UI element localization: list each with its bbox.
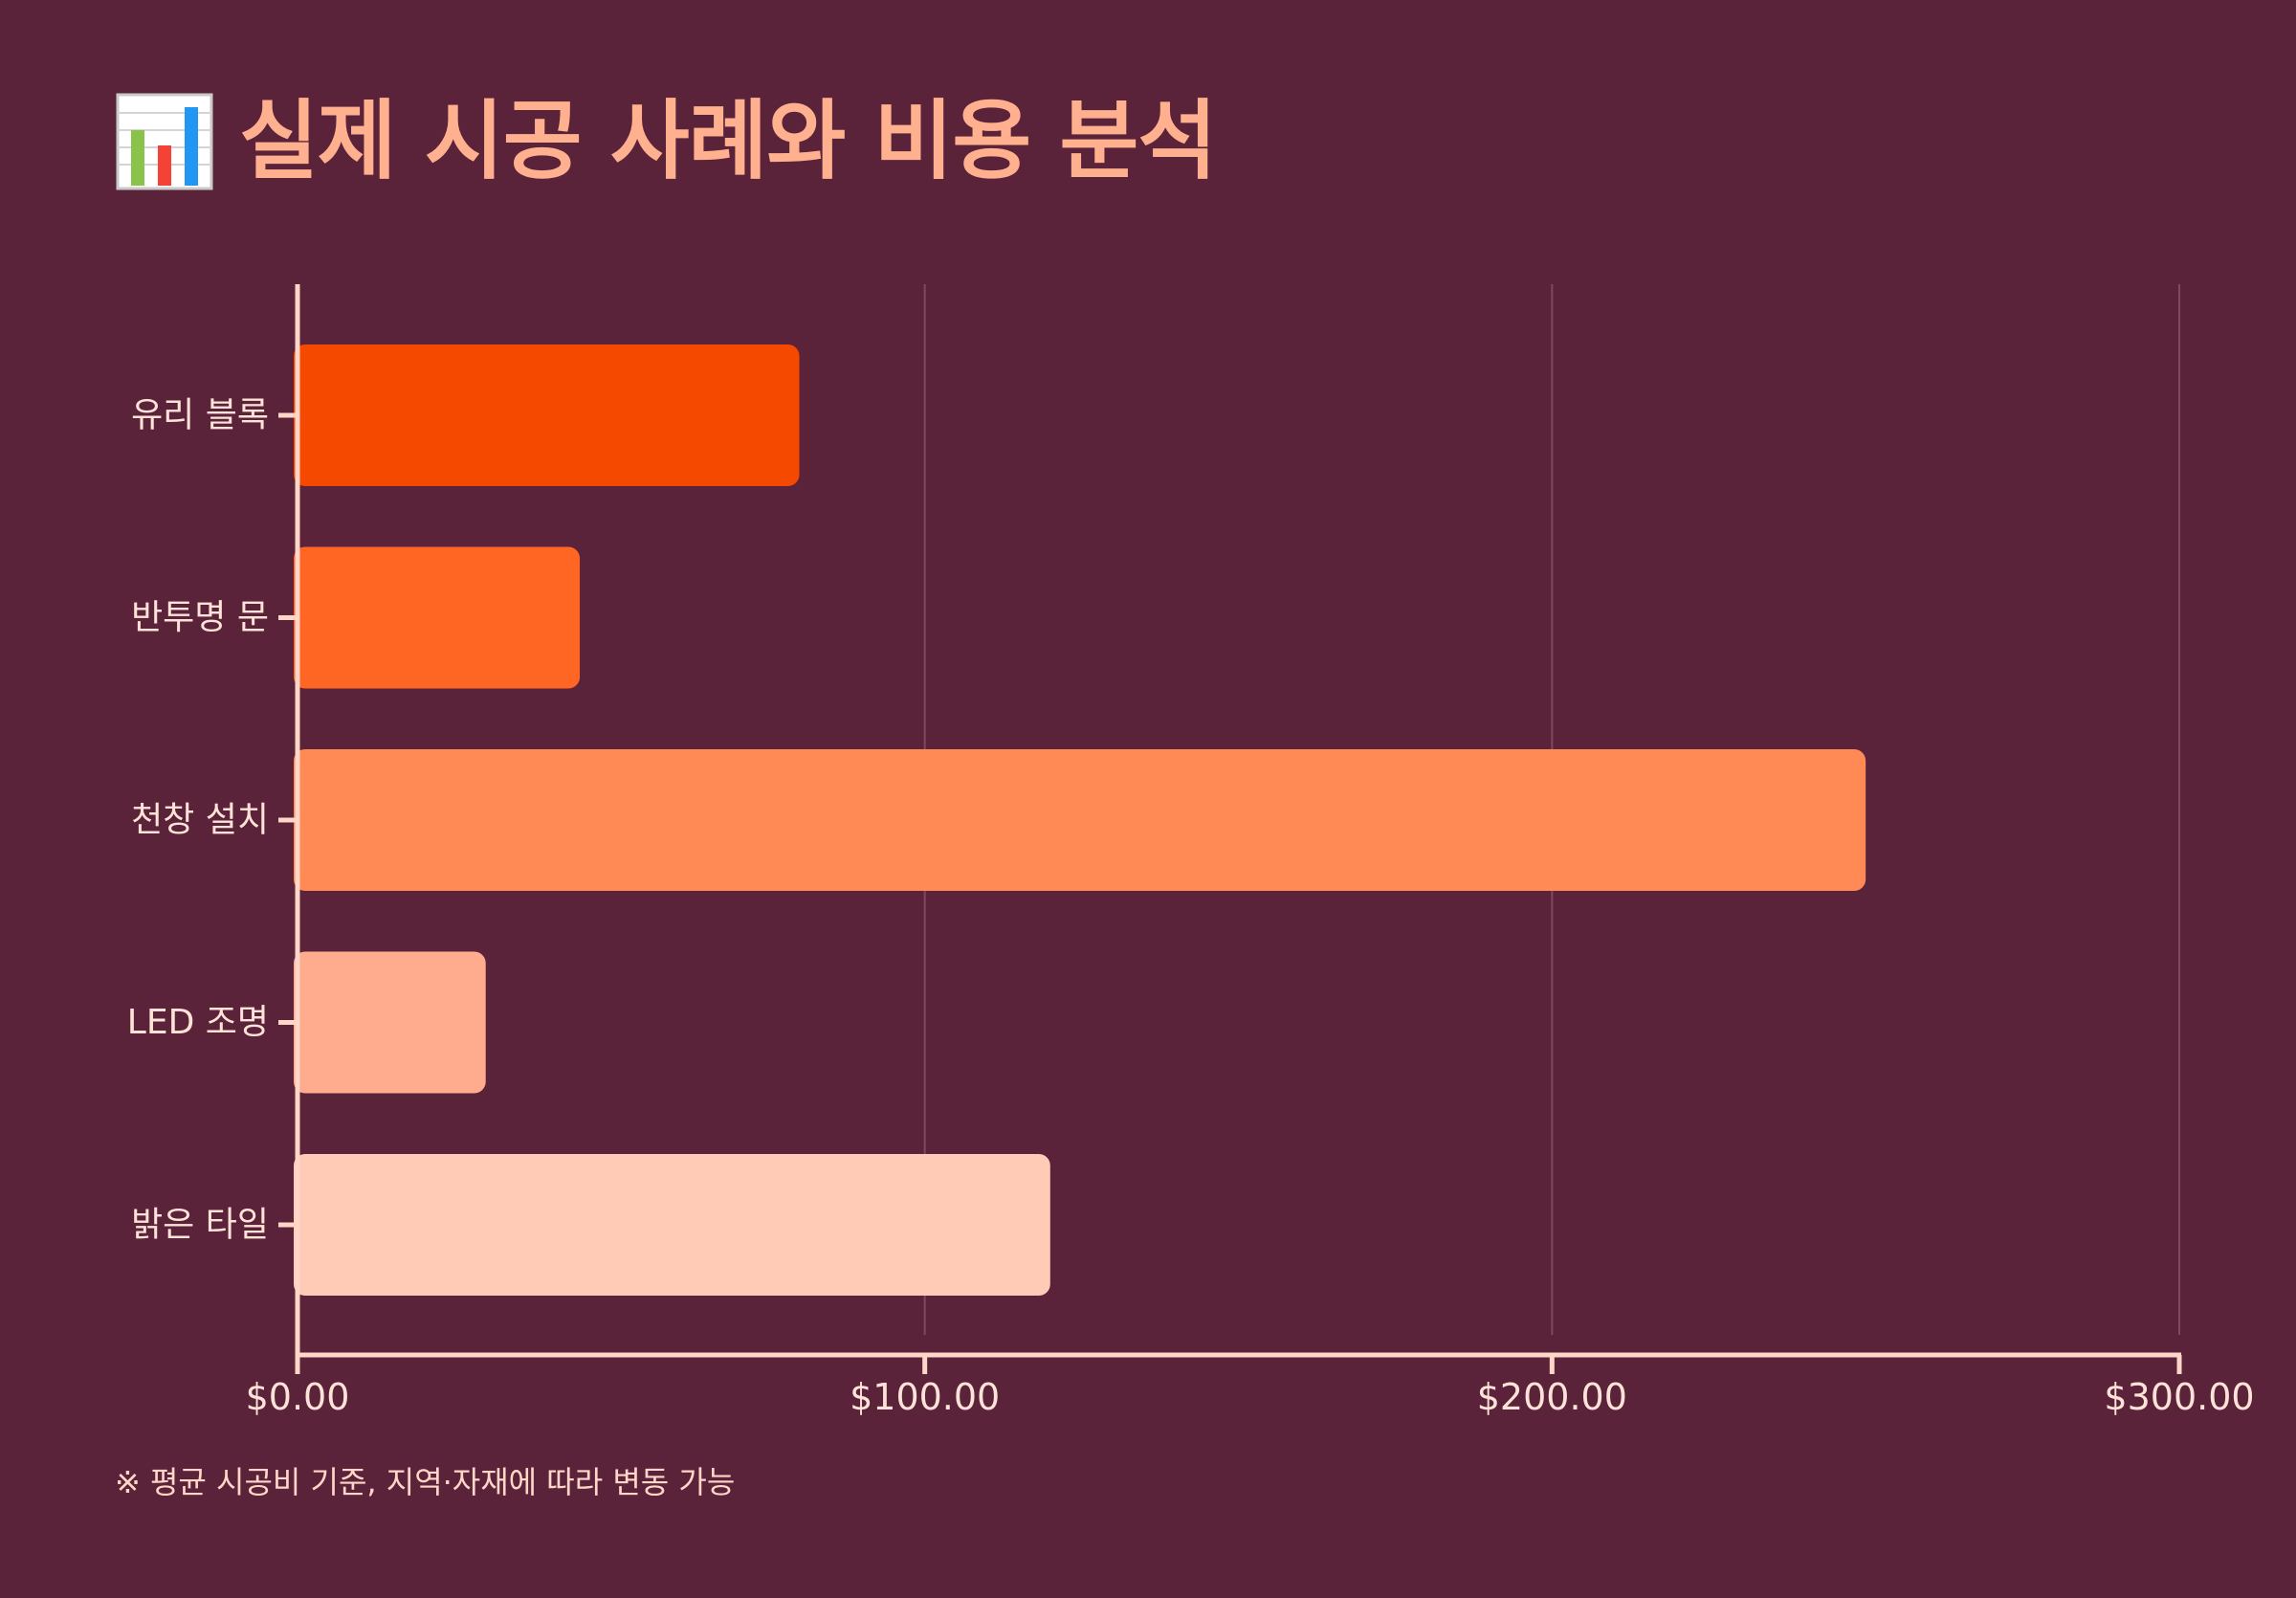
header: 실제 시공 사례와 비용 분석 (115, 84, 1217, 199)
x-tick-label: $200.00 (1477, 1376, 1627, 1418)
bar-chart-icon (116, 93, 213, 190)
category-label: LED 조명 (127, 1003, 269, 1042)
category-label: 유리 블록 (131, 396, 269, 435)
bar (294, 749, 1866, 891)
x-tick-label: $100.00 (850, 1376, 1000, 1418)
category-label: 밝은 타일 (131, 1206, 269, 1245)
bar (294, 1154, 1050, 1296)
bar (294, 546, 581, 689)
footnote: ※ 평균 시공비 기준, 지역·자재에 따라 변동 가능 (115, 1464, 736, 1500)
x-tick-label: $0.00 (246, 1376, 350, 1418)
bar (294, 344, 800, 486)
category-label: 반투명 문 (131, 598, 269, 637)
page-title: 실제 시공 사례와 비용 분석 (239, 91, 1217, 191)
category-label: 천창 설치 (131, 801, 269, 840)
x-tick-label: $300.00 (2104, 1376, 2254, 1418)
bar (294, 951, 486, 1094)
